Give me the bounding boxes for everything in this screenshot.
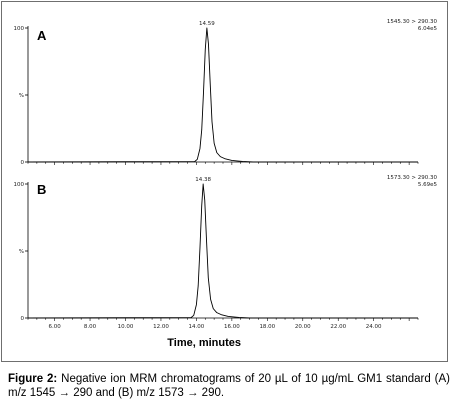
chromatogram-trace-B (27, 183, 418, 319)
intensity-label: 5.69e5 (418, 182, 438, 188)
figure-frame (1, 1, 448, 362)
mrm-transition-label: 1573.30 > 290.30 (387, 175, 438, 181)
y-tick-label: 0 (21, 160, 25, 166)
chromatogram-trace-A (27, 27, 418, 163)
peak-retention-time-label: 14.38 (195, 177, 211, 183)
y-tick-label: 0 (21, 316, 25, 322)
caption-label: Figure 2: (8, 373, 58, 385)
x-tick-label: 6.00 (48, 324, 61, 330)
x-tick-label: 16.00 (224, 324, 240, 330)
y-tick-label: % (19, 249, 24, 255)
x-tick-label: 10.00 (118, 324, 134, 330)
x-tick-label: 18.00 (259, 324, 275, 330)
caption-text: Negative ion MRM chromatograms of 20 µL … (8, 373, 450, 399)
x-tick-label: 20.00 (295, 324, 311, 330)
x-axis-title: Time, minutes (167, 337, 241, 349)
x-tick-label: 8.00 (84, 324, 97, 330)
y-tick-label: 100 (14, 26, 25, 32)
x-tick-label: 12.00 (153, 324, 169, 330)
mrm-transition-label: 1545.30 > 290.30 (387, 19, 438, 25)
x-tick-label: 14.00 (189, 324, 205, 330)
intensity-label: 6.04e5 (418, 26, 438, 32)
panel-label-B: B (37, 182, 46, 197)
peak-retention-time-label: 14.59 (199, 21, 215, 27)
x-tick-label: 22.00 (330, 324, 346, 330)
y-tick-label: % (19, 93, 24, 99)
panel-label-A: A (37, 28, 47, 43)
chromatogram-chart: 100% 0 A 1545.30 > 290.306.04e5 14.59 100% 0 B 1… (14, 19, 438, 349)
figure-caption: Figure 2: Negative ion MRM chromatograms… (8, 372, 450, 400)
y-tick-label: 100 (14, 182, 25, 188)
x-tick-label: 24.00 (366, 324, 382, 330)
